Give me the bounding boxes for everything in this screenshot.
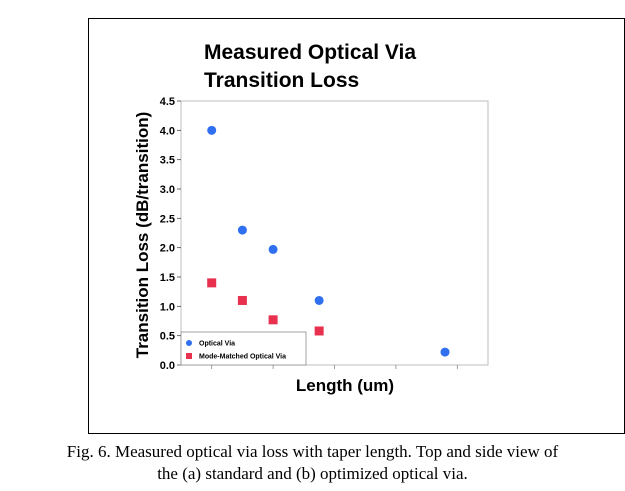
y-tick-label: 0.0	[160, 360, 175, 372]
y-tick-label: 3.0	[160, 184, 175, 196]
optical-via-point	[314, 295, 324, 305]
optical-via-point	[207, 125, 217, 135]
legend: Optical Via Mode-Matched Optical Via	[180, 331, 307, 366]
legend-label-mode-matched-optical-via: Mode-Matched Optical Via	[199, 354, 286, 361]
optical-via-point	[237, 225, 247, 235]
optical-via-point	[440, 347, 450, 357]
chart: Measured Optical Via Transition Loss 0.0…	[133, 41, 489, 395]
figure-caption: Fig. 6. Measured optical via loss with t…	[0, 441, 625, 485]
mode-matched-optical-via-point	[314, 326, 324, 336]
y-tick-label: 2.0	[160, 243, 175, 255]
x-axis-label: Length (um)	[296, 376, 394, 395]
y-tick-label: 4.5	[160, 96, 175, 108]
y-tick-label: 4.0	[160, 125, 175, 137]
y-axis-label: Transition Loss (dB/transition)	[133, 112, 152, 359]
y-tick-label: 2.5	[160, 213, 175, 225]
y-tick-label: 1.0	[160, 301, 175, 313]
chart-title-line-1: Measured Optical Via	[204, 41, 416, 64]
y-tick-label: 3.5	[160, 155, 175, 167]
caption-line-1: Fig. 6. Measured optical via loss with t…	[66, 442, 559, 461]
chart-frame: Measured Optical Via Transition Loss 0.0…	[88, 18, 625, 434]
y-tick-label: 0.5	[160, 331, 175, 343]
data-markers	[207, 125, 450, 357]
chart-title-line-2: Transition Loss	[204, 69, 359, 92]
optical-via-point	[268, 244, 278, 254]
mode-matched-optical-via-point	[237, 295, 247, 305]
mode-matched-optical-via-point	[268, 315, 278, 325]
y-tick-label: 1.5	[160, 272, 175, 284]
legend-marker-mode-matched-optical-via	[186, 353, 192, 359]
plot-area	[180, 100, 489, 366]
mode-matched-optical-via-point	[207, 278, 217, 288]
x-axis-ticks	[211, 365, 458, 369]
legend-box	[180, 331, 307, 366]
caption-line-2: the (a) standard and (b) optimized optic…	[157, 464, 468, 483]
legend-label-optical-via: Optical Via	[199, 341, 235, 348]
legend-marker-optical-via	[186, 340, 192, 346]
y-axis-ticks: 0.0 0.5 1.0 1.5 2.0 2.5 3.0 3.5 4.0 4.5	[160, 96, 181, 372]
